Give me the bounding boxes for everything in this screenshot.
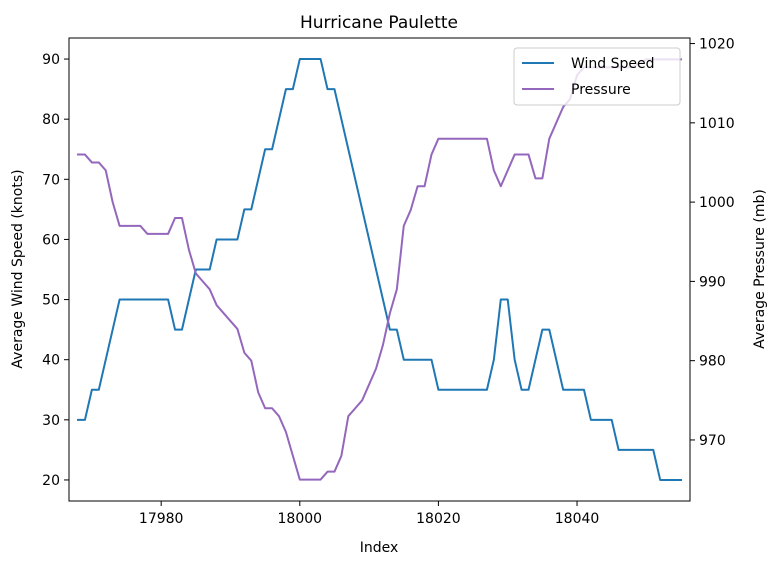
x-tick-label: 17980 (139, 511, 184, 527)
x-axis-label: Index (360, 540, 399, 556)
y-tick-label: 50 (42, 293, 60, 309)
legend: Wind Speed Pressure (513, 47, 681, 106)
y-tick-label: 80 (42, 112, 60, 128)
x-tick-label: 18040 (555, 511, 600, 527)
y-tick-label: 70 (42, 172, 60, 188)
y2-tick-label: 1000 (699, 195, 735, 211)
y2-tick-label: 1020 (699, 37, 735, 53)
plot-frame (68, 37, 691, 502)
legend-box (513, 47, 681, 106)
series-layer (77, 58, 682, 481)
series-line-pressure (77, 58, 682, 481)
y-tick-label: 60 (42, 232, 60, 248)
y2-axis-label: Average Pressure (mb) (752, 189, 768, 349)
y-tick-label: 30 (42, 413, 60, 429)
x-tick-label: 18020 (416, 511, 461, 527)
series-line-wind-speed (77, 58, 682, 481)
axes-layer: 17980 18000 18020 18040 20 30 40 50 60 70 80 90 970 9… (42, 37, 734, 527)
y-axis-label: Average Wind Speed (knots) (10, 169, 26, 368)
x-tick-label: 18000 (278, 511, 323, 527)
chart-title: Hurricane Paulette (300, 13, 458, 33)
y-tick-label: 90 (42, 52, 60, 68)
y2-tick-label: 990 (699, 274, 726, 290)
y-tick-label: 40 (42, 353, 60, 369)
y2-tick-label: 970 (699, 433, 726, 449)
legend-label-pressure: Pressure (571, 82, 631, 98)
y2-tick-label: 1010 (699, 116, 735, 132)
legend-label-wind-speed: Wind Speed (571, 56, 655, 72)
y2-tick-label: 980 (699, 354, 726, 370)
y-tick-label: 20 (42, 473, 60, 489)
